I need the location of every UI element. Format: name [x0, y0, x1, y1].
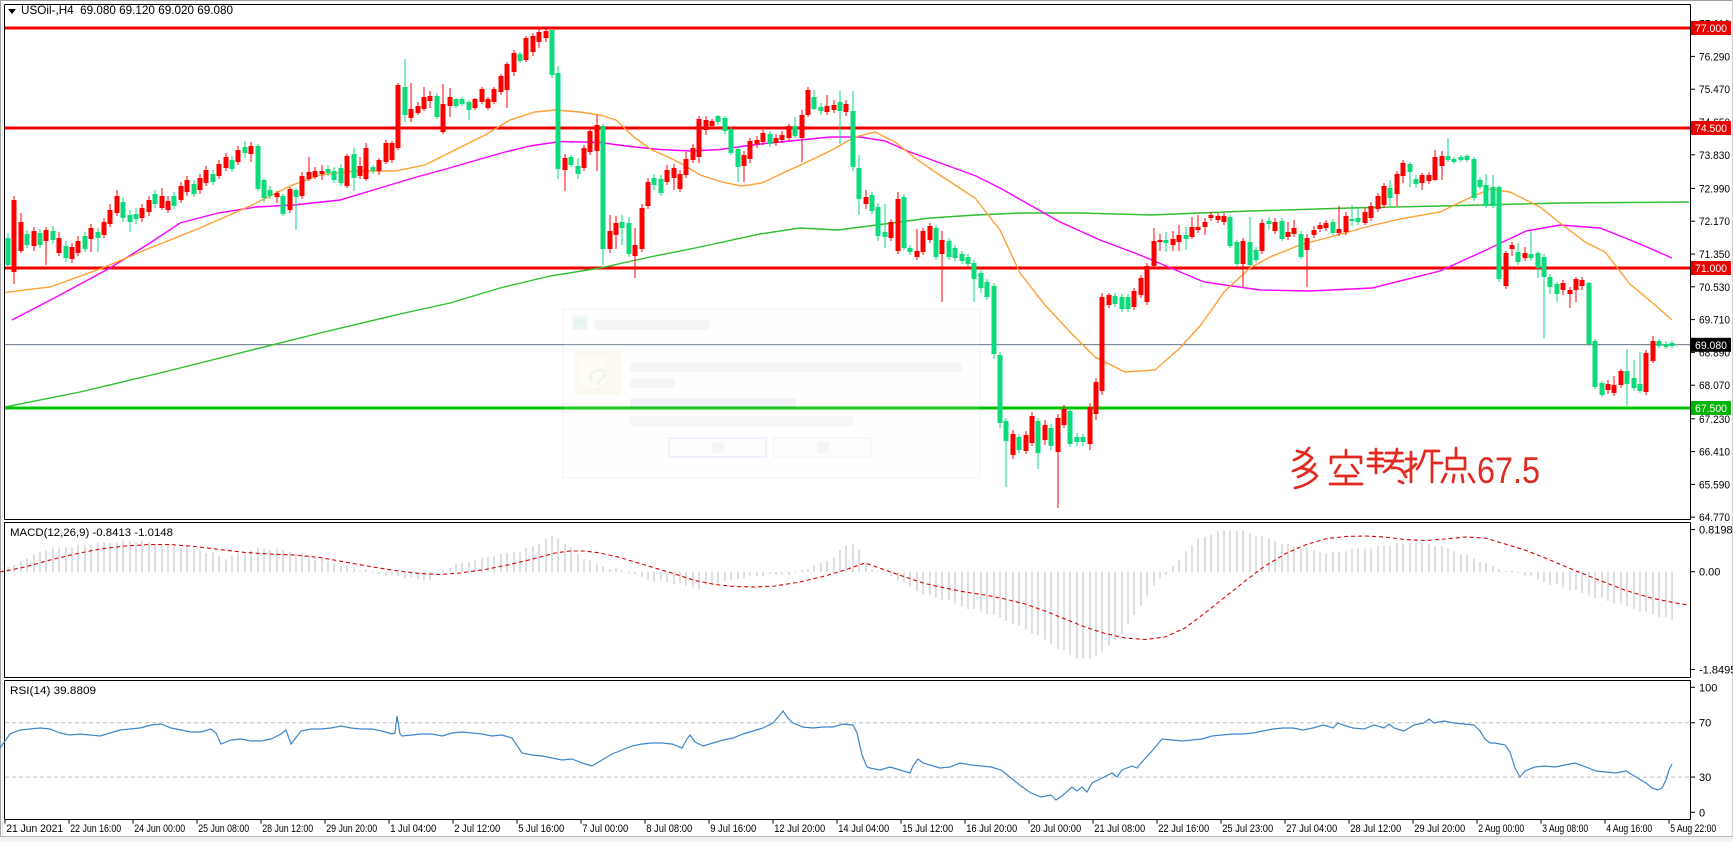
svg-text:0: 0 — [1699, 807, 1705, 819]
svg-text:100: 100 — [1699, 682, 1717, 694]
svg-text:67.500: 67.500 — [1695, 403, 1727, 415]
svg-text:68.070: 68.070 — [1699, 380, 1730, 392]
svg-text:12 Jul 20:00: 12 Jul 20:00 — [774, 823, 825, 835]
svg-text:69.080: 69.080 — [1695, 340, 1727, 352]
svg-text:71.350: 71.350 — [1699, 249, 1730, 261]
svg-text:22 Jun 16:00: 22 Jun 16:00 — [70, 823, 121, 835]
svg-text:73.830: 73.830 — [1699, 150, 1730, 162]
svg-text:0.8198: 0.8198 — [1699, 525, 1733, 537]
svg-text:MACD(12,26,9) -0.8413 -1.0148: MACD(12,26,9) -0.8413 -1.0148 — [10, 527, 173, 539]
svg-text:-1.8495: -1.8495 — [1699, 665, 1733, 677]
svg-text:30: 30 — [1699, 772, 1711, 784]
svg-text:70.530: 70.530 — [1699, 282, 1730, 294]
svg-text:65.590: 65.590 — [1699, 479, 1730, 491]
svg-text:5 Aug 22:00: 5 Aug 22:00 — [1670, 823, 1716, 835]
svg-text:76.290: 76.290 — [1699, 51, 1730, 63]
svg-text:2 Jul 12:00: 2 Jul 12:00 — [454, 823, 500, 835]
svg-text:25 Jul 23:00: 25 Jul 23:00 — [1222, 823, 1273, 835]
svg-text:24 Jun 00:00: 24 Jun 00:00 — [134, 823, 185, 835]
svg-text:8 Jul 08:00: 8 Jul 08:00 — [646, 823, 692, 835]
svg-text:2 Aug 00:00: 2 Aug 00:00 — [1478, 823, 1524, 835]
svg-text:22 Jul 16:00: 22 Jul 16:00 — [1158, 823, 1209, 835]
svg-text:28 Jul 12:00: 28 Jul 12:00 — [1350, 823, 1401, 835]
svg-text:64.770: 64.770 — [1699, 512, 1730, 524]
svg-text:70: 70 — [1699, 718, 1711, 730]
svg-text:25 Jun 08:00: 25 Jun 08:00 — [198, 823, 249, 835]
svg-text:USOil-,H4 69.080 69.120 69.02: USOil-,H4 69.080 69.120 69.020 69.080 — [21, 3, 233, 17]
svg-text:20 Jul 00:00: 20 Jul 00:00 — [1030, 823, 1081, 835]
svg-text:RSI(14) 39.8809: RSI(14) 39.8809 — [10, 685, 96, 697]
svg-text:21 Jun 2021: 21 Jun 2021 — [6, 823, 63, 835]
svg-text:21 Jul 08:00: 21 Jul 08:00 — [1094, 823, 1145, 835]
svg-text:14 Jul 04:00: 14 Jul 04:00 — [838, 823, 889, 835]
svg-text:16 Jul 20:00: 16 Jul 20:00 — [966, 823, 1017, 835]
svg-text:5 Jul 16:00: 5 Jul 16:00 — [518, 823, 564, 835]
svg-text:28 Jun 12:00: 28 Jun 12:00 — [262, 823, 313, 835]
svg-text:15 Jul 12:00: 15 Jul 12:00 — [902, 823, 953, 835]
svg-text:77.000: 77.000 — [1695, 23, 1727, 35]
svg-text:3 Aug 08:00: 3 Aug 08:00 — [1542, 823, 1588, 835]
svg-text:29 Jul 20:00: 29 Jul 20:00 — [1414, 823, 1465, 835]
svg-text:1 Jul 04:00: 1 Jul 04:00 — [390, 823, 436, 835]
svg-text:74.500: 74.500 — [1695, 123, 1727, 135]
svg-text:27 Jul 04:00: 27 Jul 04:00 — [1286, 823, 1337, 835]
svg-text:72.990: 72.990 — [1699, 183, 1730, 195]
svg-text:67.5: 67.5 — [1477, 450, 1540, 491]
svg-text:69.710: 69.710 — [1699, 315, 1730, 327]
svg-text:66.410: 66.410 — [1699, 447, 1730, 459]
svg-text:29 Jun 20:00: 29 Jun 20:00 — [326, 823, 377, 835]
svg-text:67.230: 67.230 — [1699, 414, 1730, 426]
svg-text:7 Jul 00:00: 7 Jul 00:00 — [582, 823, 628, 835]
svg-text:71.000: 71.000 — [1695, 263, 1727, 275]
svg-text:4 Aug 16:00: 4 Aug 16:00 — [1606, 823, 1652, 835]
svg-text:0.00: 0.00 — [1699, 567, 1720, 579]
svg-text:72.170: 72.170 — [1699, 216, 1730, 228]
svg-text:75.470: 75.470 — [1699, 84, 1730, 96]
svg-text:9 Jul 16:00: 9 Jul 16:00 — [710, 823, 756, 835]
